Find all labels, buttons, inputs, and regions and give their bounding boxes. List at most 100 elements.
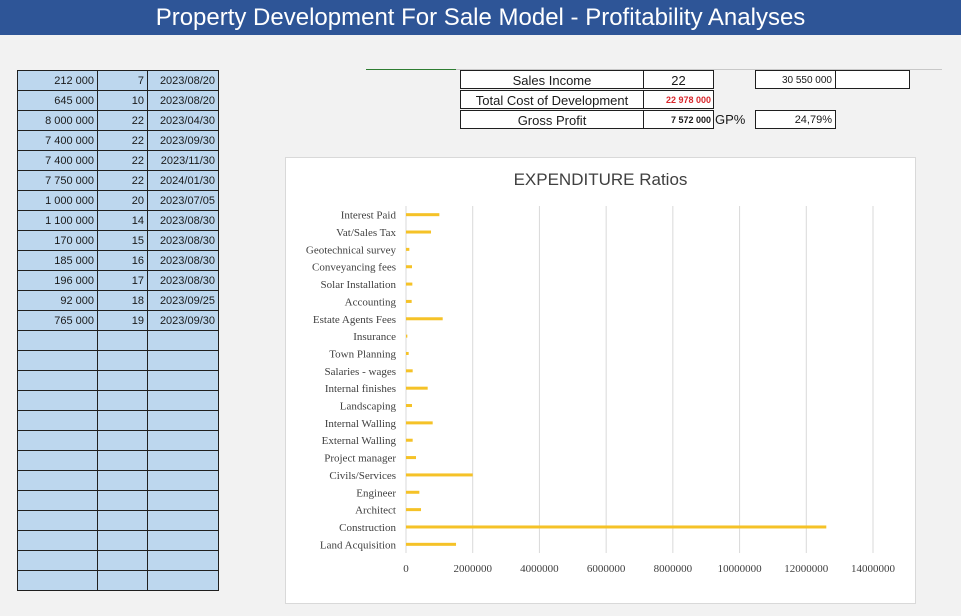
cell-amount[interactable]: 7 400 000	[17, 130, 98, 151]
cell-num[interactable]: 15	[97, 230, 148, 251]
cell-amount[interactable]	[17, 530, 98, 551]
cell-amount[interactable]: 765 000	[17, 310, 98, 331]
bar[interactable]	[406, 299, 412, 303]
cell-num[interactable]: 10	[97, 90, 148, 111]
cell-date[interactable]: 2023/09/25	[147, 290, 219, 311]
cell-num[interactable]	[97, 370, 148, 391]
cell-amount[interactable]	[17, 370, 98, 391]
cell-date[interactable]: 2023/08/20	[147, 70, 219, 91]
cell-amount[interactable]: 196 000	[17, 270, 98, 291]
bar[interactable]	[406, 421, 433, 425]
cell-date[interactable]	[147, 350, 219, 371]
cell-amount[interactable]: 1 000 000	[17, 190, 98, 211]
cell-num[interactable]: 20	[97, 190, 148, 211]
cell-amount[interactable]: 1 100 000	[17, 210, 98, 231]
cell-amount[interactable]	[17, 350, 98, 371]
gross-profit-label[interactable]: Gross Profit	[460, 110, 644, 129]
cell-date[interactable]	[147, 330, 219, 351]
cell-num[interactable]: 7	[97, 70, 148, 91]
bar[interactable]	[406, 334, 408, 338]
bar[interactable]	[406, 386, 428, 390]
cell-date[interactable]	[147, 450, 219, 471]
cell-amount[interactable]	[17, 510, 98, 531]
gp-percent-value[interactable]: 24,79%	[755, 110, 836, 129]
bar[interactable]	[406, 317, 443, 321]
cell-date[interactable]: 2023/07/05	[147, 190, 219, 211]
cell-date[interactable]: 2023/08/30	[147, 250, 219, 271]
cell-num[interactable]	[97, 510, 148, 531]
cell-num[interactable]: 17	[97, 270, 148, 291]
cell-amount[interactable]: 212 000	[17, 70, 98, 91]
cell-amount[interactable]: 645 000	[17, 90, 98, 111]
gross-profit-value[interactable]: 7 572 000	[643, 110, 714, 129]
cell-date[interactable]	[147, 370, 219, 391]
cell-num[interactable]	[97, 390, 148, 411]
cell-date[interactable]	[147, 530, 219, 551]
cell-date[interactable]: 2023/08/20	[147, 90, 219, 111]
cell-amount[interactable]: 7 750 000	[17, 170, 98, 191]
cell-amount[interactable]	[17, 550, 98, 571]
bar[interactable]	[406, 230, 432, 234]
cell-amount[interactable]	[17, 490, 98, 511]
bar[interactable]	[406, 404, 413, 408]
cell-amount[interactable]	[17, 430, 98, 451]
bar[interactable]	[406, 490, 420, 494]
cell-num[interactable]: 22	[97, 110, 148, 131]
bar[interactable]	[406, 525, 827, 529]
sales-income-count[interactable]: 22	[643, 70, 714, 89]
cell-amount[interactable]	[17, 450, 98, 471]
cell-num[interactable]	[97, 410, 148, 431]
cell-amount[interactable]: 8 000 000	[17, 110, 98, 131]
cell-amount[interactable]	[17, 470, 98, 491]
cell-date[interactable]	[147, 430, 219, 451]
bar[interactable]	[406, 438, 413, 442]
cell-date[interactable]: 2023/08/30	[147, 270, 219, 291]
cell-num[interactable]	[97, 430, 148, 451]
bar[interactable]	[406, 265, 413, 269]
cell-num[interactable]	[97, 350, 148, 371]
bar[interactable]	[406, 247, 410, 251]
cell-date[interactable]: 2023/09/30	[147, 130, 219, 151]
cell-date[interactable]	[147, 390, 219, 411]
cell-num[interactable]: 22	[97, 170, 148, 191]
cell-amount[interactable]	[17, 570, 98, 591]
cell-num[interactable]: 14	[97, 210, 148, 231]
bar[interactable]	[406, 473, 473, 477]
sales-income-value[interactable]: 30 550 000	[755, 70, 836, 89]
cell-date[interactable]	[147, 490, 219, 511]
cell-num[interactable]: 18	[97, 290, 148, 311]
cell-amount[interactable]	[17, 390, 98, 411]
cell-date[interactable]	[147, 570, 219, 591]
cell-date[interactable]: 2023/08/30	[147, 210, 219, 231]
cell-date[interactable]: 2024/01/30	[147, 170, 219, 191]
cell-num[interactable]: 19	[97, 310, 148, 331]
cell-date[interactable]: 2023/11/30	[147, 150, 219, 171]
cell-amount[interactable]	[17, 410, 98, 431]
cell-date[interactable]	[147, 510, 219, 531]
cell-num[interactable]	[97, 330, 148, 351]
total-cost-value[interactable]: 22 978 000	[643, 90, 714, 109]
cell-num[interactable]	[97, 550, 148, 571]
cell-date[interactable]	[147, 470, 219, 491]
cell-date[interactable]	[147, 550, 219, 571]
cell-num[interactable]	[97, 470, 148, 491]
cell-num[interactable]	[97, 450, 148, 471]
cell-date[interactable]: 2023/04/30	[147, 110, 219, 131]
bar[interactable]	[406, 351, 409, 355]
cell-amount[interactable]	[17, 330, 98, 351]
cell-num[interactable]	[97, 530, 148, 551]
bar[interactable]	[406, 508, 422, 512]
cell-date[interactable]	[147, 410, 219, 431]
expenditure-chart[interactable]: EXPENDITURE Ratios 0 2000000 4000000 600000…	[285, 157, 916, 604]
sales-income-extra-cell[interactable]	[835, 70, 910, 89]
bar[interactable]	[406, 542, 457, 546]
bar[interactable]	[406, 282, 413, 286]
cell-num[interactable]: 16	[97, 250, 148, 271]
cell-num[interactable]: 22	[97, 130, 148, 151]
sales-income-label[interactable]: Sales Income	[460, 70, 644, 89]
cell-amount[interactable]: 92 000	[17, 290, 98, 311]
cell-num[interactable]	[97, 490, 148, 511]
bar[interactable]	[406, 456, 417, 460]
bar[interactable]	[406, 213, 440, 217]
bar[interactable]	[406, 369, 413, 373]
